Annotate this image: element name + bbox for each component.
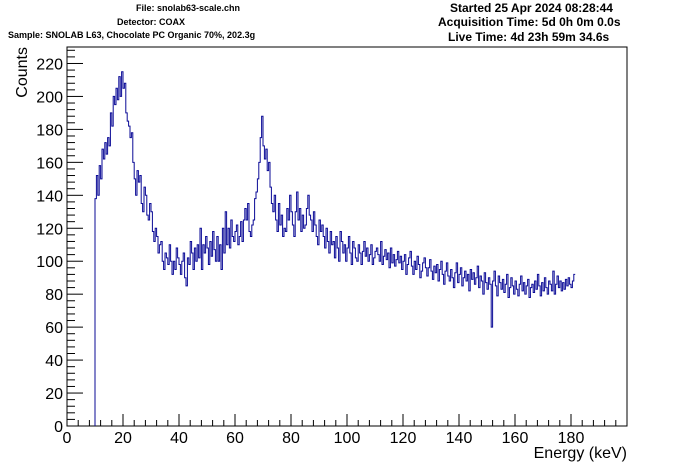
x-tick-label: 0	[63, 430, 72, 447]
x-tick-label: 100	[334, 430, 361, 447]
y-tick-label: 80	[45, 287, 63, 304]
y-tick-label: 40	[45, 353, 63, 370]
y-tick-label: 60	[45, 320, 63, 337]
x-axis: 0 20 40 60 80 100 120 140 160 180	[63, 414, 628, 447]
y-tick-label: 180	[36, 122, 63, 139]
x-tick-label: 80	[282, 430, 300, 447]
x-tick-label: 60	[226, 430, 244, 447]
y-axis-label: Counts	[14, 47, 31, 98]
y-tick-label: 120	[36, 221, 63, 238]
x-tick-label: 20	[114, 430, 132, 447]
y-axis: 0 20 40 60 80 100 120 140 160 180 200 220	[36, 49, 83, 436]
live-line: Live Time: 4d 23h 59m 34.6s	[448, 30, 610, 44]
y-tick-label: 160	[36, 155, 63, 172]
x-tick-label: 180	[558, 430, 585, 447]
y-tick-label: 0	[54, 419, 63, 436]
started-line: Started 25 Apr 2024 08:28:44	[450, 1, 613, 15]
y-tick-label: 20	[45, 386, 63, 403]
spectrum-series-line	[94, 71, 576, 426]
detector-line: Detector: COAX	[117, 17, 186, 27]
plot-area	[66, 46, 628, 427]
y-tick-label: 100	[36, 254, 63, 271]
sample-line: Sample: SNOLAB L63, Chocolate PC Organic…	[8, 30, 256, 40]
y-tick-label: 220	[36, 56, 63, 73]
x-tick-label: 160	[502, 430, 529, 447]
y-tick-label: 140	[36, 188, 63, 205]
plot-frame	[66, 46, 628, 427]
x-axis-label: Energy (keV)	[534, 445, 627, 462]
x-tick-label: 40	[170, 430, 188, 447]
file-line: File: snolab63-scale.chn	[136, 3, 241, 13]
y-tick-label: 200	[36, 89, 63, 106]
acquisition-line: Acquisition Time: 5d 0h 0m 0.0s	[438, 15, 621, 29]
x-tick-label: 120	[390, 430, 417, 447]
x-tick-label: 140	[446, 430, 473, 447]
